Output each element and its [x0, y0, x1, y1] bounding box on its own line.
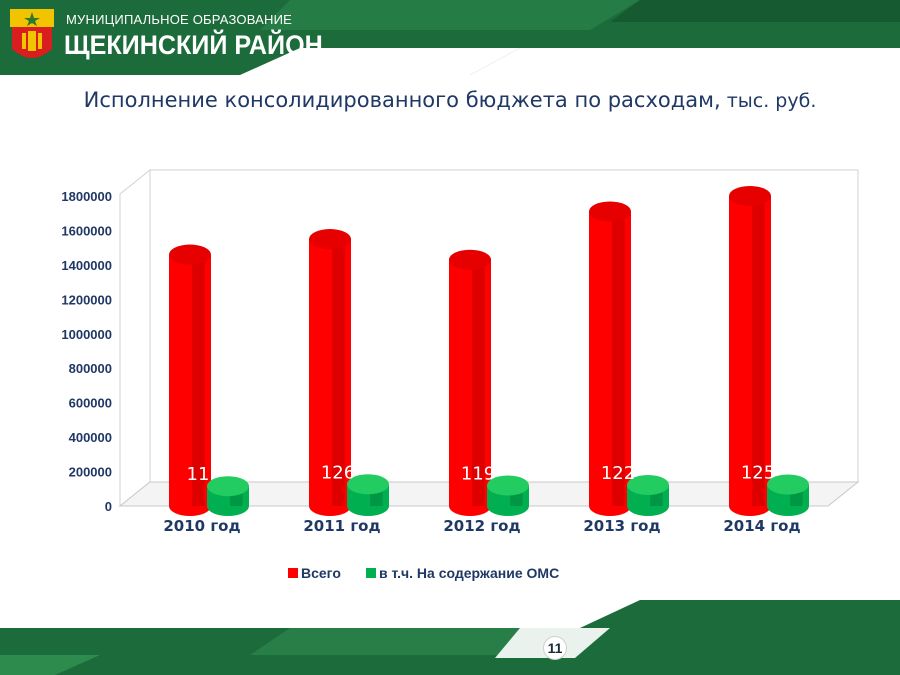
y-tick-label: 1200000 [61, 292, 112, 307]
y-tick-label: 400000 [69, 430, 112, 445]
bar-total-shade [472, 259, 485, 506]
slide-footer [0, 600, 900, 675]
bar-total-top [449, 249, 491, 270]
y-tick-label: 200000 [69, 465, 112, 480]
y-tick-label: 1600000 [61, 223, 112, 238]
bar-total-top [589, 201, 631, 222]
org-line-1: МУНИЦИПАЛЬНОЕ ОБРАЗОВАНИЕ [66, 12, 293, 27]
bar-oms-top [207, 476, 249, 497]
slide-title-text: Исполнение консолидированного бюджета по… [83, 88, 721, 112]
bar-total-shade [612, 211, 625, 506]
data-label: 125 [741, 462, 775, 483]
bar-oms-top [767, 474, 809, 495]
chart-side-wall [119, 168, 151, 508]
bar-total-top [729, 186, 771, 206]
bar-total-shade [752, 196, 765, 506]
bar-total-body [169, 254, 211, 517]
y-tick-label: 600000 [69, 396, 112, 411]
legend-swatch [366, 568, 376, 578]
footer-background [0, 600, 900, 675]
y-tick-label: 0 [105, 499, 112, 514]
legend-label: в т.ч. На содержание ОМС [379, 565, 559, 581]
data-label: 11 [187, 464, 210, 485]
header-background [0, 0, 900, 75]
bar-oms-top [627, 474, 669, 495]
bar-oms-top [487, 475, 529, 496]
slide-title: Исполнение консолидированного бюджета по… [0, 88, 900, 112]
bar-total-top [309, 229, 351, 250]
page-number: 11 [543, 636, 567, 660]
bar-oms-top [347, 474, 389, 495]
bar-total-shade [332, 239, 345, 507]
y-tick-label: 1800000 [61, 189, 112, 204]
bar-total-body [589, 211, 631, 516]
bar-total-body [449, 259, 491, 516]
data-label: 122 [601, 463, 635, 484]
x-tick-label: 2010 год [163, 517, 240, 535]
expenditure-chart: 0 200000 400000 600000 800000 1000000 1200000 1… [0, 150, 900, 600]
legend-swatch [288, 568, 298, 578]
bar-total-body [729, 196, 771, 516]
x-tick-label: 2012 год [443, 517, 520, 535]
y-tick-label: 1400000 [61, 258, 112, 273]
slide-title-unit: тыс. руб. [720, 90, 817, 112]
bar-total-shade [192, 254, 205, 506]
chart-canvas: 0 200000 400000 600000 800000 1000000 1200000 1… [61, 168, 860, 581]
slide-header: МУНИЦИПАЛЬНОЕ ОБРАЗОВАНИЕ ЩЕКИНСКИЙ РАЙО… [0, 0, 900, 75]
coat-of-arms-icon [10, 9, 54, 65]
data-label: 119 [461, 464, 495, 485]
org-line-2: ЩЕКИНСКИЙ РАЙОН [64, 30, 323, 60]
bar-total-top [169, 244, 211, 265]
legend-label: Всего [301, 565, 341, 581]
x-tick-label: 2011 год [303, 517, 380, 535]
x-tick-label: 2014 год [723, 517, 800, 535]
x-tick-label: 2013 год [583, 517, 660, 535]
data-label: 126 [321, 462, 355, 483]
y-tick-label: 800000 [69, 361, 112, 376]
y-tick-label: 1000000 [61, 327, 112, 342]
bar-total-body [309, 239, 351, 517]
